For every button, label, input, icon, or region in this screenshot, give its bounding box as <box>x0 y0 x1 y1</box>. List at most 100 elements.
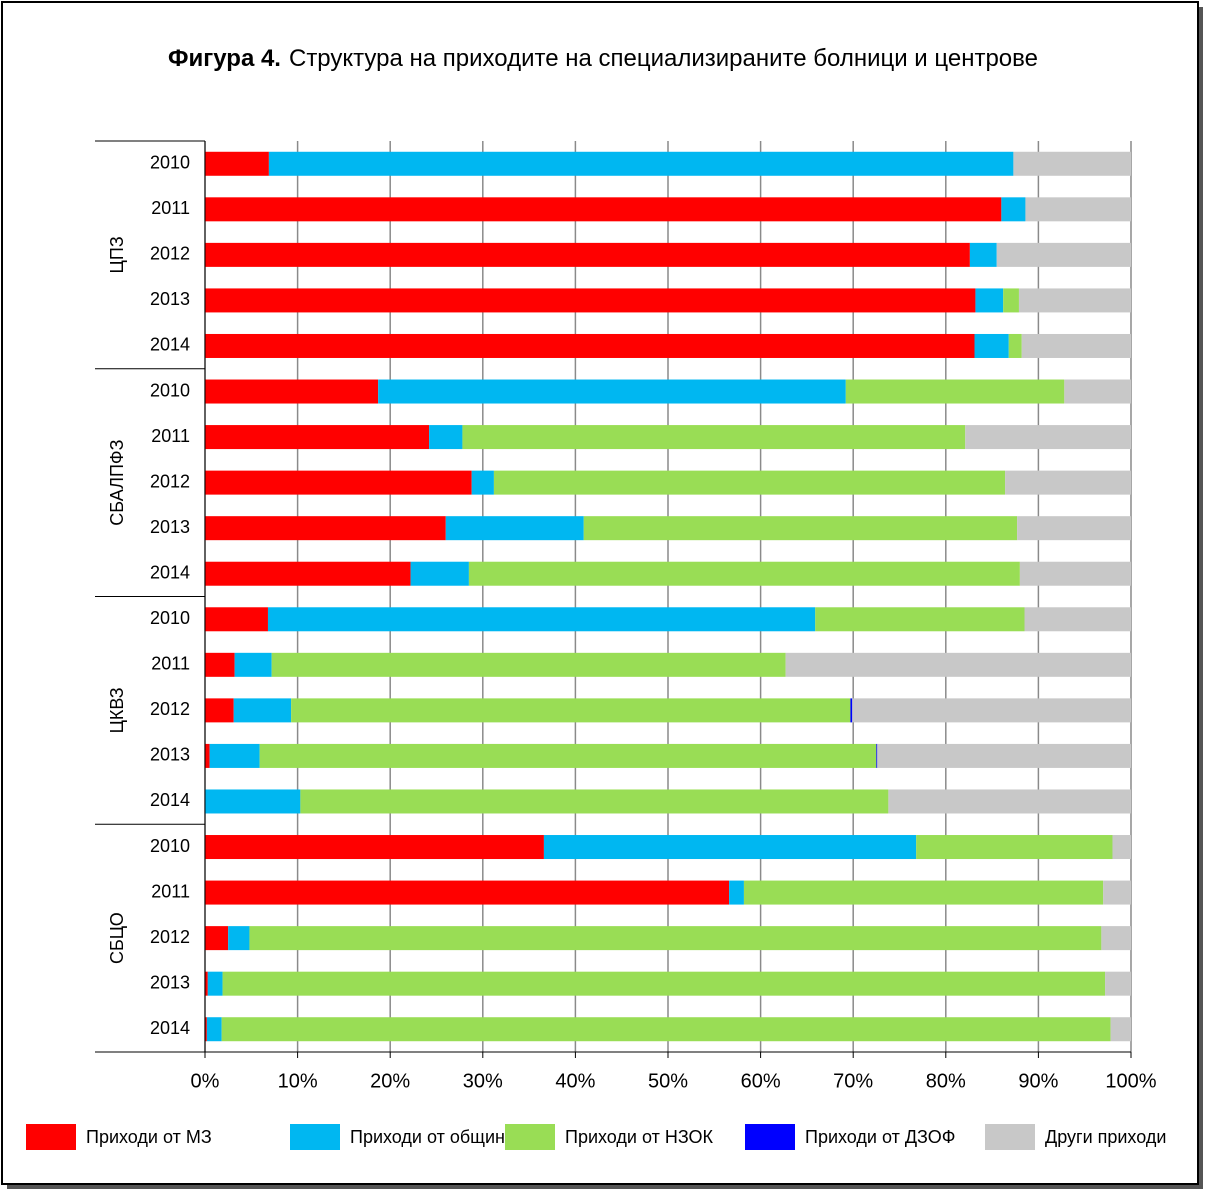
group-label: ЦПЗ <box>107 236 127 273</box>
bar-segment <box>1064 379 1131 404</box>
bar-segment <box>222 971 1106 996</box>
bar-segment <box>1005 470 1131 495</box>
bar-segment <box>205 561 411 586</box>
y-tick-label: 2013 <box>150 517 190 537</box>
x-tick-label: 10% <box>278 1070 318 1092</box>
bar-segment <box>996 242 1131 267</box>
bar-segment <box>850 698 853 723</box>
legend-label: Приходи от МЗ <box>86 1127 212 1147</box>
bar-segment <box>471 470 494 495</box>
bar-segment <box>205 1017 207 1042</box>
x-tick-label: 30% <box>463 1070 503 1092</box>
bar-segment <box>815 607 1025 632</box>
bar-segment <box>785 652 1131 677</box>
bar-segment <box>233 698 292 723</box>
bar-segment <box>975 288 1004 313</box>
x-tick-label: 20% <box>370 1070 410 1092</box>
x-tick-label: 80% <box>926 1070 966 1092</box>
x-tick-label: 0% <box>191 1070 220 1092</box>
bar-segment <box>378 379 846 404</box>
y-tick-label: 2014 <box>150 335 190 355</box>
legend-label: Приходи от ДЗОФ <box>805 1127 955 1147</box>
x-tick-label: 40% <box>555 1070 595 1092</box>
bar-segment <box>249 926 1102 951</box>
y-tick-label: 2011 <box>151 198 190 218</box>
bar-segment <box>206 1017 222 1042</box>
y-tick-label: 2013 <box>150 972 190 992</box>
y-tick-label: 2012 <box>150 471 190 491</box>
bar-segment <box>205 242 970 267</box>
bar-segment <box>267 607 816 632</box>
title-text: Структура на приходите на специализирани… <box>289 45 1038 72</box>
y-tick-label: 2010 <box>150 380 190 400</box>
y-tick-label: 2010 <box>150 836 190 856</box>
y-tick-label: 2012 <box>150 699 190 719</box>
y-tick-label: 2011 <box>151 654 190 674</box>
bar-segment <box>205 607 268 632</box>
bar-segment <box>205 971 208 996</box>
group-label: ЦКВЗ <box>107 687 127 733</box>
bar-segment <box>209 743 260 768</box>
bar-segment <box>1003 288 1019 313</box>
bar-segment <box>1025 197 1131 222</box>
legend-swatch <box>505 1124 555 1150</box>
bar-segment <box>205 743 210 768</box>
bar-segment <box>1021 333 1131 358</box>
bar-segment <box>207 971 223 996</box>
y-tick-label: 2013 <box>150 289 190 309</box>
bar-segment <box>1001 197 1026 222</box>
legend-swatch <box>985 1124 1035 1150</box>
chart-title: Фигура 4. Структура на приходите на специ… <box>168 45 1038 72</box>
bar-segment <box>468 561 1020 586</box>
y-tick-label: 2014 <box>150 1018 190 1038</box>
bar-segment <box>543 835 917 860</box>
bar-segment <box>221 1017 1111 1042</box>
y-tick-label: 2010 <box>150 153 190 173</box>
bar-segment <box>1013 151 1131 176</box>
bar-segment <box>205 698 234 723</box>
y-tick-label: 2012 <box>150 927 190 947</box>
legend-swatch <box>26 1124 76 1150</box>
bar-segment <box>1101 926 1131 951</box>
bar-segment <box>205 516 446 541</box>
legend-swatch <box>290 1124 340 1150</box>
bar-segment <box>969 242 997 267</box>
bar-segment <box>205 835 544 860</box>
bar-segment <box>205 880 730 905</box>
bar-segment <box>965 425 1131 450</box>
bar-segment <box>462 425 966 450</box>
bar-segment <box>205 333 975 358</box>
y-tick-label: 2010 <box>150 608 190 628</box>
bar-segment <box>1112 835 1131 860</box>
bar-segment <box>852 698 1131 723</box>
y-tick-label: 2011 <box>151 881 190 901</box>
bar-segment <box>583 516 1018 541</box>
bar-segment <box>729 880 744 905</box>
bar-segment <box>429 425 463 450</box>
bar-segment <box>205 652 235 677</box>
legend-label: Приходи от НЗОК <box>565 1127 714 1147</box>
bar-segment <box>888 789 1131 814</box>
x-tick-label: 90% <box>1018 1070 1058 1092</box>
bar-segment <box>1105 971 1131 996</box>
legend-label: Приходи от община <box>350 1127 516 1147</box>
bar-segment <box>1018 288 1131 313</box>
bar-segment <box>877 743 1131 768</box>
bar-segment <box>493 470 1006 495</box>
bar-segment <box>228 926 250 951</box>
bar-segment <box>1024 607 1131 632</box>
bar-segment <box>205 789 301 814</box>
bar-segment <box>205 470 472 495</box>
bar-segment <box>1110 1017 1131 1042</box>
bar-segment <box>876 743 878 768</box>
legend-swatch <box>745 1124 795 1150</box>
bar-segment <box>1017 516 1131 541</box>
bar-segment <box>205 151 269 176</box>
bar-segment <box>845 379 1065 404</box>
y-tick-label: 2014 <box>150 790 190 810</box>
title-label: Фигура 4. <box>168 45 281 72</box>
bar-segment <box>291 698 851 723</box>
bar-segment <box>916 835 1113 860</box>
bar-segment <box>1008 333 1022 358</box>
